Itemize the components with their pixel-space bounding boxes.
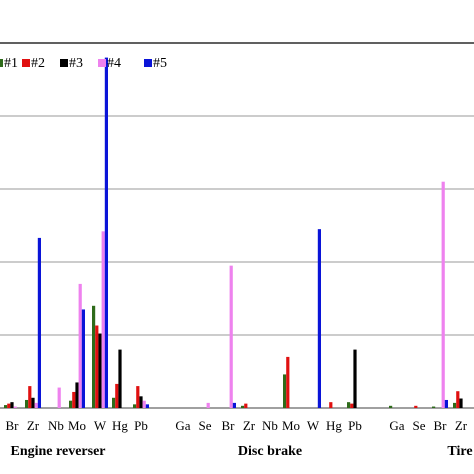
group-labels: Engine reverser Disc brake Tire [11, 444, 473, 459]
bar [229, 265, 233, 408]
bar [459, 398, 463, 408]
group-label: Engine reverser [11, 444, 106, 459]
bar [286, 356, 290, 408]
bar [350, 403, 354, 408]
bar [206, 402, 210, 408]
bar [317, 229, 321, 408]
x-tick-label: Mo [282, 418, 300, 433]
legend-swatch [0, 59, 3, 67]
bar [25, 399, 29, 408]
x-tick-label: Zr [455, 418, 468, 433]
bar [69, 400, 73, 408]
x-tick-label: Se [199, 418, 212, 433]
x-tick-label: Zr [27, 418, 40, 433]
bar [414, 405, 418, 408]
x-tick-label: Pb [134, 418, 148, 433]
bar [133, 404, 137, 408]
bar [28, 386, 32, 408]
legend-label: #1 [4, 56, 18, 71]
bar [101, 231, 105, 408]
group-label: Tire [447, 444, 472, 459]
bar [75, 382, 79, 408]
bar [37, 237, 41, 408]
bar [57, 387, 61, 408]
bar [139, 396, 143, 408]
bar [244, 403, 248, 408]
legend-swatch [98, 59, 106, 67]
legend-label: #5 [153, 56, 167, 71]
bar [4, 405, 8, 408]
bar [241, 405, 245, 408]
bar [329, 402, 333, 408]
bar [432, 406, 436, 408]
bar [232, 402, 236, 408]
bar [283, 374, 287, 408]
bar [142, 400, 146, 408]
x-tick-label: Ga [175, 418, 190, 433]
x-tick-label: W [94, 418, 107, 433]
x-tick-label: Hg [326, 418, 342, 433]
bar [31, 397, 35, 408]
legend-label: #3 [69, 56, 83, 71]
bar [92, 305, 96, 408]
bar [98, 333, 102, 408]
bar [118, 349, 122, 408]
bar [456, 391, 460, 408]
bars [4, 57, 463, 408]
legend: #1 #2 #3 #4 #5 [0, 56, 167, 71]
x-tick-label: Pb [348, 418, 362, 433]
legend-label: #4 [107, 56, 121, 71]
x-tick-label: Br [434, 418, 448, 433]
bar [72, 391, 76, 408]
group-label: Disc brake [238, 444, 302, 459]
bar [453, 402, 457, 408]
bar [441, 181, 445, 408]
bar [136, 386, 140, 408]
bar [7, 403, 11, 408]
bar [104, 57, 108, 408]
legend-swatch [144, 59, 152, 67]
grid-lines [0, 42, 474, 409]
bar [95, 325, 99, 408]
x-tick-label: Nb [48, 418, 64, 433]
x-tick-label: Br [6, 418, 20, 433]
x-tick-label: Br [222, 418, 236, 433]
bar [13, 406, 17, 408]
bar [78, 283, 82, 408]
bar [81, 309, 85, 408]
bar [353, 349, 357, 408]
bar [10, 402, 14, 408]
bar [115, 383, 119, 408]
x-tick-label: Ga [389, 418, 404, 433]
x-tick-labels: Br Zr Nb Mo W Hg Pb Ga Se Br Zr Nb Mo W Hg Pb Ga Se Br Zr [6, 418, 468, 433]
legend-swatch [60, 59, 68, 67]
legend-swatch [22, 59, 30, 67]
x-tick-label: Nb [262, 418, 278, 433]
x-tick-label: Se [413, 418, 426, 433]
bar [389, 405, 393, 408]
bar [112, 397, 116, 408]
bar [444, 399, 448, 408]
x-tick-label: Mo [68, 418, 86, 433]
x-tick-label: W [307, 418, 320, 433]
x-tick-label: Hg [112, 418, 128, 433]
legend-label: #2 [31, 56, 45, 71]
bar [347, 402, 351, 408]
bar [34, 402, 38, 408]
x-tick-label: Zr [243, 418, 256, 433]
bar [145, 404, 149, 408]
